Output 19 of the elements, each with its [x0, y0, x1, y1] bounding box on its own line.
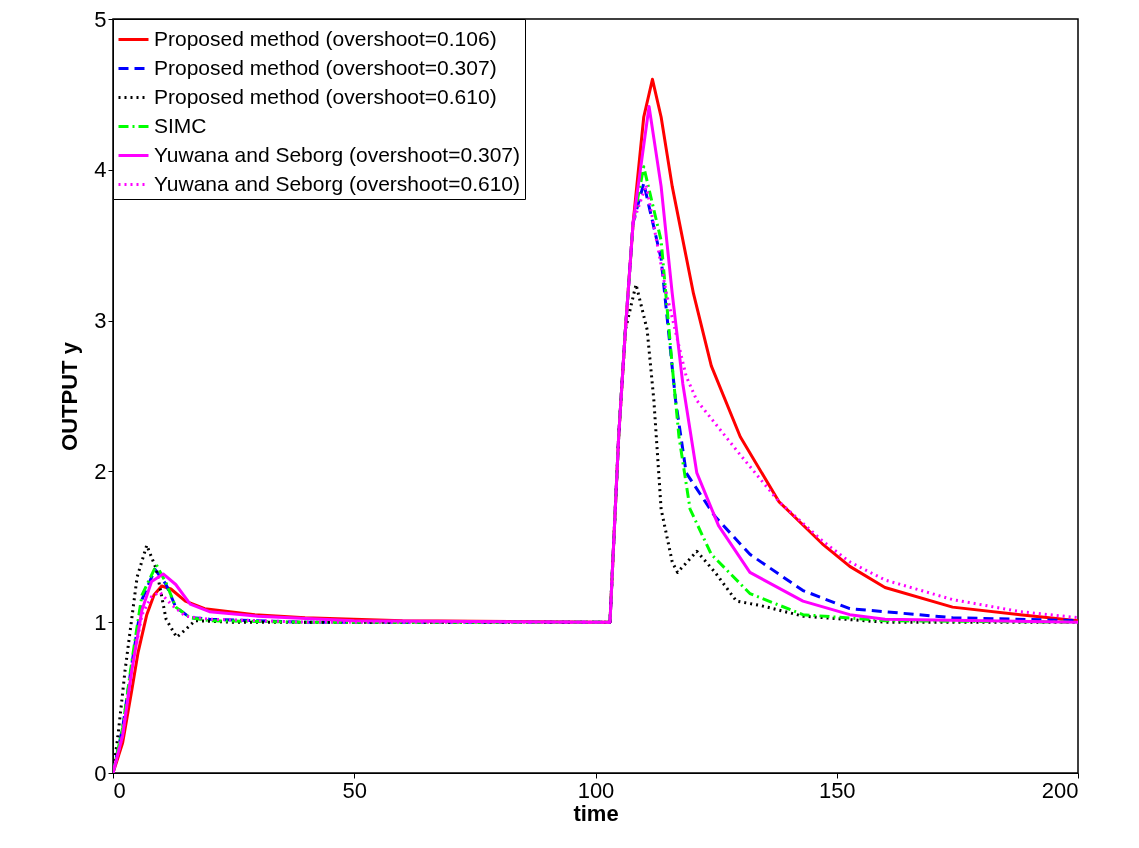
- y-tick-label: 0: [94, 760, 107, 786]
- legend-label: SIMC: [154, 113, 207, 137]
- x-tick-label: 200: [1041, 777, 1079, 803]
- y-tick-label: 1: [94, 609, 107, 635]
- x-tick-label: 0: [113, 777, 126, 803]
- x-axis-title: time: [573, 800, 619, 826]
- y-tick-label: 5: [94, 6, 107, 32]
- y-axis-title: OUTPUT y: [57, 341, 83, 451]
- y-tick-label: 2: [94, 458, 107, 484]
- y-tick-label: 3: [94, 308, 107, 334]
- legend-label: Proposed method (overshoot=0.610): [154, 84, 497, 108]
- legend-label: Yuwana and Seborg (overshoot=0.610): [154, 171, 521, 195]
- x-tick-label: 50: [342, 777, 367, 803]
- y-tick-label: 4: [94, 157, 107, 183]
- legend-label: Proposed method (overshoot=0.307): [154, 55, 497, 79]
- legend-label: Proposed method (overshoot=0.106): [154, 26, 497, 50]
- legend-label: Yuwana and Seborg (overshoot=0.307): [154, 142, 521, 166]
- x-tick-label: 100: [577, 777, 615, 803]
- x-tick-label: 150: [818, 777, 856, 803]
